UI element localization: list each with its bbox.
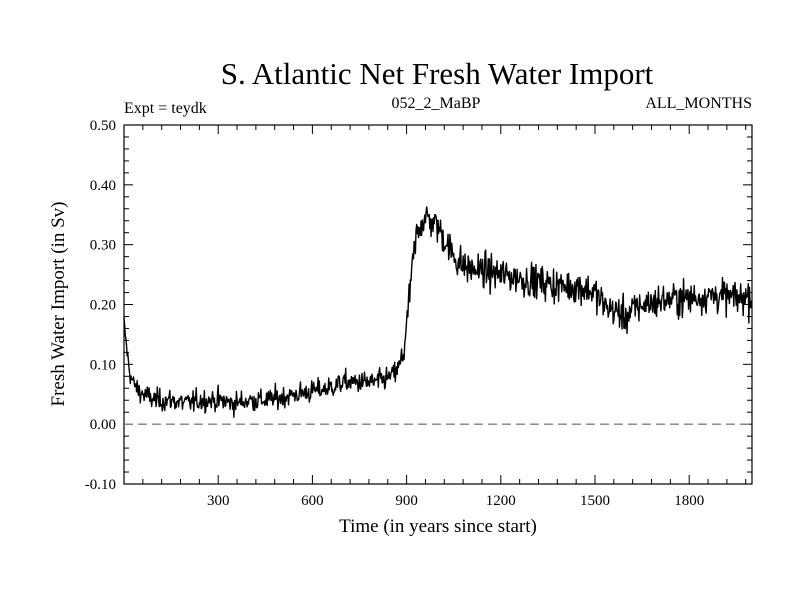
- x-axis-label: Time (in years since start): [339, 516, 537, 537]
- x-axis: 300 600 900 1200 1500 1800: [123, 125, 747, 509]
- y-axis: -0.10 0.00 0.10 0.20 0.30 0.40 0.50: [85, 118, 752, 493]
- y-tick-label: 0.30: [90, 238, 116, 254]
- chart-title: S. Atlantic Net Fresh Water Import: [221, 56, 654, 91]
- x-tick-label: 300: [207, 493, 230, 509]
- y-axis-label: Fresh Water Import (in Sv): [48, 202, 69, 407]
- x-tick-label: 1500: [580, 493, 610, 509]
- x-tick-label: 1200: [486, 493, 516, 509]
- months-label: ALL_MONTHS: [645, 95, 752, 112]
- x-tick-label: 900: [395, 493, 418, 509]
- experiment-label: Expt = teydk: [124, 100, 207, 117]
- y-tick-label: 0.20: [90, 298, 116, 314]
- y-tick-label: -0.10: [85, 477, 116, 493]
- y-tick-label: 0.40: [90, 178, 116, 194]
- x-tick-label: 1800: [674, 493, 704, 509]
- period-label: 052_2_MaBP: [392, 95, 481, 112]
- y-tick-label: 0.10: [90, 357, 116, 373]
- y-tick-label: 0.00: [90, 417, 116, 433]
- fresh-water-import-line: [123, 206, 753, 418]
- x-tick-label: 600: [301, 493, 324, 509]
- y-tick-label: 0.50: [90, 118, 116, 134]
